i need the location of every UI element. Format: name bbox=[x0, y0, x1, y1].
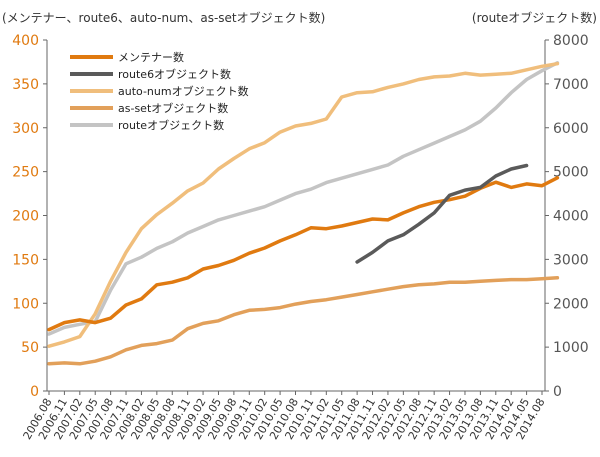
left-axis-tick-label: 300 bbox=[12, 121, 39, 137]
chart-axes: 0501001502002503003504000100020003000400… bbox=[12, 33, 588, 442]
legend-label: route6オブジェクト数 bbox=[118, 67, 231, 81]
chart-series bbox=[47, 61, 560, 366]
right-axis-tick-label: 0 bbox=[553, 384, 562, 400]
left-axis-tick-label: 400 bbox=[12, 33, 39, 49]
left-axis-tick-label: 250 bbox=[12, 165, 39, 181]
left-axis-tick-label: 200 bbox=[12, 209, 39, 225]
series-line bbox=[47, 61, 560, 336]
left-axis-tick-label: 150 bbox=[12, 252, 39, 268]
right-axis-tick-label: 1000 bbox=[553, 340, 589, 356]
left-axis-tick-label: 50 bbox=[21, 340, 39, 356]
chart-legend: メンテナー数 route6オブジェクト数 auto-numオブジェクト数 as-set… bbox=[70, 51, 249, 132]
legend-label: routeオブジェクト数 bbox=[118, 118, 224, 132]
right-axis-tick-label: 5000 bbox=[553, 165, 589, 181]
left-axis-tick-label: 0 bbox=[30, 384, 39, 400]
right-axis-tick-label: 6000 bbox=[553, 121, 589, 137]
series-line bbox=[47, 61, 560, 348]
right-axis-tick-label: 7000 bbox=[553, 77, 589, 93]
left-axis-tick-label: 100 bbox=[12, 296, 39, 312]
right-axis-tick-label: 4000 bbox=[553, 209, 589, 225]
series-line bbox=[47, 176, 560, 332]
right-axis-tick-label: 8000 bbox=[553, 33, 589, 49]
legend-label: as-setオブジェクト数 bbox=[118, 101, 228, 115]
legend-label: メンテナー数 bbox=[118, 51, 184, 64]
left-axis-tick-label: 350 bbox=[12, 77, 39, 93]
series-line bbox=[47, 276, 560, 366]
series-line bbox=[355, 163, 529, 264]
right-axis-tick-label: 3000 bbox=[553, 252, 589, 268]
right-axis-title: (routeオブジェクト数) bbox=[472, 10, 597, 25]
left-axis-title: (メンテナー、route6、auto-num、as-setオブジェクト数) bbox=[2, 10, 325, 25]
right-axis-tick-label: 2000 bbox=[553, 296, 589, 312]
legend-label: auto-numオブジェクト数 bbox=[118, 84, 249, 98]
